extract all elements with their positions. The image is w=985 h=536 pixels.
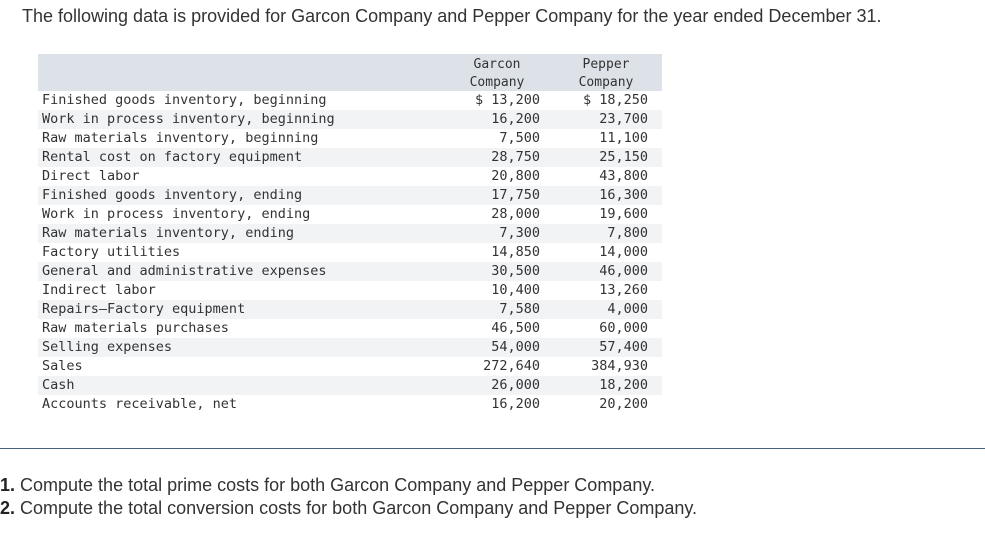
question-2-number: 2.: [0, 498, 16, 518]
row-label: General and administrative expenses: [42, 263, 327, 279]
header-garcon-line1: Garcon: [473, 57, 521, 72]
row-label: Selling expenses: [42, 339, 173, 355]
garcon-value: 16,200: [491, 396, 540, 412]
row-label: Accounts receivable, net: [42, 396, 238, 412]
pepper-value: 43,800: [599, 168, 648, 184]
table-row: Finished goods inventory, beginning $ 13,…: [38, 91, 662, 110]
question-2-text: Compute the total conversion costs for b…: [15, 498, 698, 518]
row-label: Work in process inventory, ending: [42, 206, 311, 222]
row-label: Cash: [42, 377, 75, 393]
table-header: Garcon Company Pepper Company: [38, 54, 662, 91]
question-2: 2. Compute the total conversion costs fo…: [0, 497, 697, 520]
row-label: Raw materials inventory, beginning: [42, 130, 319, 146]
pepper-value: 13,260: [599, 282, 648, 298]
garcon-value: $ 13,200: [474, 92, 540, 108]
garcon-value: 14,850: [491, 244, 540, 260]
garcon-value: 7,580: [499, 301, 540, 317]
pepper-value: 23,700: [599, 111, 648, 127]
pepper-value: 384,930: [591, 358, 648, 374]
table-row: Repairs—Factory equipment 7,580 4,000: [38, 300, 662, 319]
garcon-value: 28,750: [491, 149, 540, 165]
question-1-text: Compute the total prime costs for both G…: [15, 475, 656, 495]
garcon-value: 54,000: [491, 339, 540, 355]
question-list: 1. Compute the total prime costs for bot…: [0, 474, 697, 520]
data-table: Garcon Company Pepper Company Finished g…: [38, 54, 662, 414]
pepper-value: 60,000: [599, 320, 648, 336]
garcon-value: 20,800: [491, 168, 540, 184]
garcon-value: 10,400: [491, 282, 540, 298]
garcon-value: 28,000: [491, 206, 540, 222]
header-pepper: Pepper Company: [570, 56, 642, 92]
row-label: Direct labor: [42, 168, 140, 184]
header-garcon: Garcon Company: [464, 56, 530, 92]
table-row: Sales 272,640 384,930: [38, 357, 662, 376]
pepper-value: 4,000: [607, 301, 648, 317]
question-1: 1. Compute the total prime costs for bot…: [0, 474, 697, 497]
question-1-number: 1.: [0, 475, 16, 495]
row-label: Factory utilities: [42, 244, 181, 260]
header-pepper-line1: Pepper: [582, 57, 630, 72]
table-row: Factory utilities 14,850 14,000: [38, 243, 662, 262]
garcon-value: 26,000: [491, 377, 540, 393]
garcon-value: 17,750: [491, 187, 540, 203]
table-row: Finished goods inventory, ending 17,750 16…: [38, 186, 662, 205]
pepper-value: 25,150: [599, 149, 648, 165]
pepper-value: 19,600: [599, 206, 648, 222]
pepper-value: 20,200: [599, 396, 648, 412]
header-pepper-line2: Company: [578, 75, 634, 90]
table-row: General and administrative expenses 30,50…: [38, 262, 662, 281]
row-label: Sales: [42, 358, 83, 374]
pepper-value: $ 18,250: [582, 92, 648, 108]
header-garcon-line2: Company: [469, 75, 525, 90]
garcon-value: 30,500: [491, 263, 540, 279]
row-label: Work in process inventory, beginning: [42, 111, 335, 127]
garcon-value: 16,200: [491, 111, 540, 127]
table-row: Raw materials inventory, ending 7,300 7,80…: [38, 224, 662, 243]
garcon-value: 46,500: [491, 320, 540, 336]
row-label: Raw materials inventory, ending: [42, 225, 294, 241]
table-row: Raw materials purchases 46,500 60,000: [38, 319, 662, 338]
table-row: Rental cost on factory equipment 28,750 25…: [38, 148, 662, 167]
table-row: Work in process inventory, ending 28,000 1…: [38, 205, 662, 224]
row-label: Raw materials purchases: [42, 320, 229, 336]
pepper-value: 46,000: [599, 263, 648, 279]
table-row: Selling expenses 54,000 57,400: [38, 338, 662, 357]
row-label: Finished goods inventory, beginning: [42, 92, 327, 108]
table-row: Direct labor 20,800 43,800: [38, 167, 662, 186]
table-row: Cash 26,000 18,200: [38, 376, 662, 395]
row-label: Finished goods inventory, ending: [42, 187, 303, 203]
pepper-value: 11,100: [599, 130, 648, 146]
table-row: Indirect labor 10,400 13,260: [38, 281, 662, 300]
pepper-value: 18,200: [599, 377, 648, 393]
garcon-value: 7,300: [499, 225, 540, 241]
pepper-value: 7,800: [607, 225, 648, 241]
row-label: Indirect labor: [42, 282, 156, 298]
table-row: Accounts receivable, net 16,200 20,200: [38, 395, 662, 414]
pepper-value: 14,000: [599, 244, 648, 260]
pepper-value: 57,400: [599, 339, 648, 355]
table-row: Raw materials inventory, beginning 7,500 1…: [38, 129, 662, 148]
table-row: Work in process inventory, beginning 16,2…: [38, 110, 662, 129]
row-label: Repairs—Factory equipment: [42, 301, 246, 317]
garcon-value: 272,640: [483, 358, 540, 374]
intro-text: The following data is provided for Garco…: [22, 6, 882, 26]
pepper-value: 16,300: [599, 187, 648, 203]
table-body: Finished goods inventory, beginning $ 13,…: [38, 91, 662, 414]
section-divider: [0, 448, 985, 449]
garcon-value: 7,500: [499, 130, 540, 146]
row-label: Rental cost on factory equipment: [42, 149, 303, 165]
